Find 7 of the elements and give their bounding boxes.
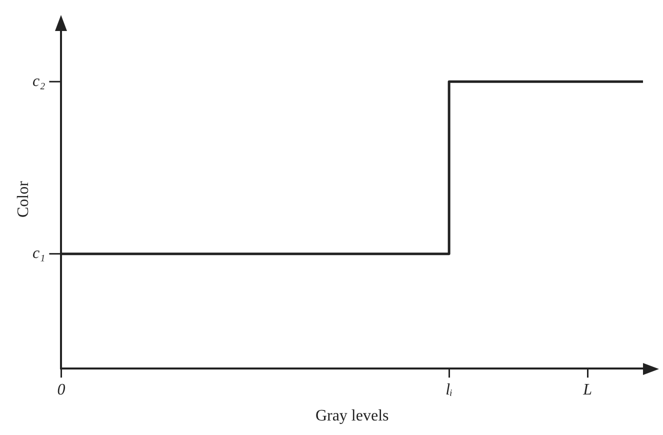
x-tick-label: L (582, 381, 592, 398)
text: c₂ (32, 72, 46, 90)
text: c₁ (32, 245, 46, 262)
x-tick-label: 0 (57, 381, 66, 398)
x-axis-title: Gray levels (315, 408, 389, 425)
y-axis-title: Color (14, 180, 32, 218)
x-tick-label: lᵢ (446, 381, 453, 398)
